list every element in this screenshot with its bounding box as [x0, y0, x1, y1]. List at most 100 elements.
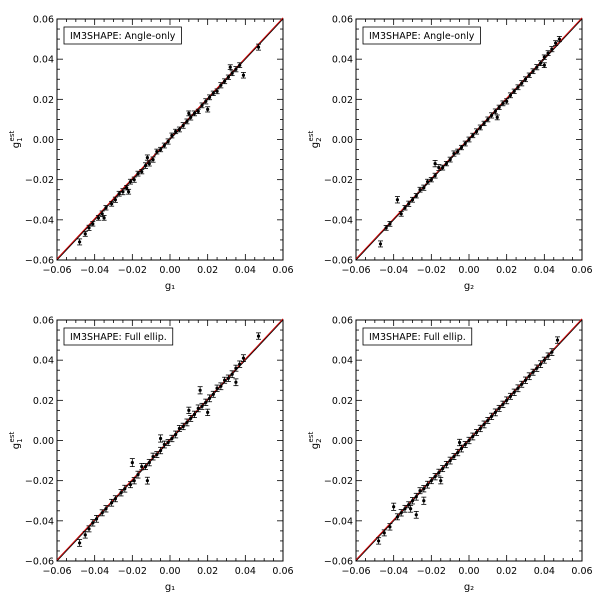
- data-point: [174, 432, 178, 437]
- x-axis-label: g₂: [464, 281, 474, 292]
- y-tick-label: 0.00: [332, 135, 353, 146]
- data-point: [478, 426, 482, 431]
- data-point: [158, 436, 163, 441]
- data-point: [377, 539, 381, 543]
- data-point: [136, 172, 140, 176]
- data-point: [531, 69, 535, 73]
- data-point: [467, 438, 471, 443]
- x-tick-label: 0.02: [496, 265, 517, 276]
- data-point: [200, 404, 204, 408]
- y-axis-label-sup: est: [8, 130, 16, 141]
- data-point: [189, 416, 193, 421]
- data-point: [501, 402, 505, 406]
- legend-box: [63, 327, 174, 346]
- legend: IM3SHAPE: Angle-only: [362, 26, 481, 45]
- chart-panel: −0.06 −0.04 −0.02 0.00 0.02 0.04 0.06 −0.06 −0.0…: [307, 316, 593, 594]
- data-point: [546, 354, 550, 358]
- data-point: [198, 388, 202, 392]
- x-tick-label: 0.04: [235, 566, 256, 577]
- y-tick-label: −0.06: [25, 557, 54, 568]
- data-point: [433, 162, 437, 166]
- identity-line: [56, 18, 284, 261]
- data-point: [399, 511, 403, 515]
- data-point: [508, 394, 513, 398]
- data-point: [204, 400, 208, 404]
- data-point: [147, 162, 151, 166]
- data-point: [215, 386, 219, 390]
- data-point: [495, 115, 499, 120]
- x-tick-label: 0.02: [496, 566, 517, 577]
- x-tick-label: 0.02: [197, 265, 218, 276]
- data-point: [132, 479, 136, 483]
- data-point: [181, 123, 185, 128]
- data-point: [422, 499, 426, 503]
- data-point: [234, 67, 238, 71]
- data-point: [395, 198, 400, 202]
- data-point: [125, 186, 129, 190]
- data-point: [429, 178, 433, 182]
- data-point: [136, 473, 140, 477]
- data-point: [527, 374, 531, 378]
- data-point: [448, 157, 452, 162]
- data-point: [395, 515, 400, 519]
- y-tick-label: −0.04: [25, 516, 54, 527]
- data-point: [170, 133, 174, 138]
- x-tick-label: 0.00: [458, 265, 479, 276]
- y-tick-label: −0.04: [324, 215, 353, 226]
- x-tick-label: 0.04: [534, 566, 555, 577]
- y-axis-label-base: g: [11, 443, 22, 449]
- data-point: [516, 386, 520, 390]
- data-point: [145, 155, 149, 160]
- data-point: [418, 489, 422, 493]
- data-point: [482, 121, 486, 126]
- data-point: [474, 129, 479, 134]
- data-point: [414, 513, 418, 517]
- data-point: [91, 222, 95, 226]
- y-tick-label: −0.06: [324, 557, 353, 568]
- data-point: [174, 129, 178, 134]
- data-point: [96, 216, 101, 220]
- data-point: [215, 89, 219, 93]
- data-point: [113, 198, 117, 202]
- data-point: [382, 531, 386, 535]
- data-point: [378, 242, 383, 246]
- data-point: [130, 460, 134, 465]
- data-point: [388, 525, 392, 529]
- data-point: [104, 206, 108, 210]
- data-point: [147, 460, 151, 465]
- data-point: [143, 164, 148, 168]
- x-tick-label: −0.04: [80, 566, 109, 577]
- data-point: [457, 440, 462, 445]
- data-point: [196, 406, 200, 410]
- data-point: [471, 434, 475, 439]
- data-point: [185, 420, 189, 425]
- data-point: [505, 99, 509, 103]
- x-tick-label: −0.02: [417, 265, 446, 276]
- y-axis-label-sup: est: [307, 130, 315, 141]
- data-point: [102, 216, 106, 220]
- x-tick-label: 0.06: [272, 265, 293, 276]
- legend-text: IM3SHAPE: Angle-only: [369, 31, 475, 42]
- data-point: [87, 527, 91, 531]
- data-point: [505, 398, 509, 402]
- data-point: [538, 61, 543, 65]
- y-axis-label-base: g: [11, 142, 22, 148]
- data-point: [554, 41, 558, 45]
- data-point: [433, 475, 437, 479]
- data-point: [223, 79, 227, 83]
- y-tick-label: −0.02: [25, 476, 54, 487]
- data-point: [486, 418, 490, 423]
- x-tick-label: −0.04: [379, 566, 408, 577]
- data-point: [444, 463, 448, 467]
- legend-box: [362, 26, 481, 45]
- data-point: [170, 436, 174, 441]
- x-tick-label: −0.02: [417, 566, 446, 577]
- x-tick-label: −0.06: [42, 566, 71, 577]
- data-point: [414, 495, 418, 499]
- x-tick-label: −0.06: [42, 265, 71, 276]
- data-point: [546, 51, 550, 55]
- data-point: [185, 119, 189, 124]
- data-point: [425, 180, 430, 184]
- y-tick-label: 0.06: [33, 316, 54, 327]
